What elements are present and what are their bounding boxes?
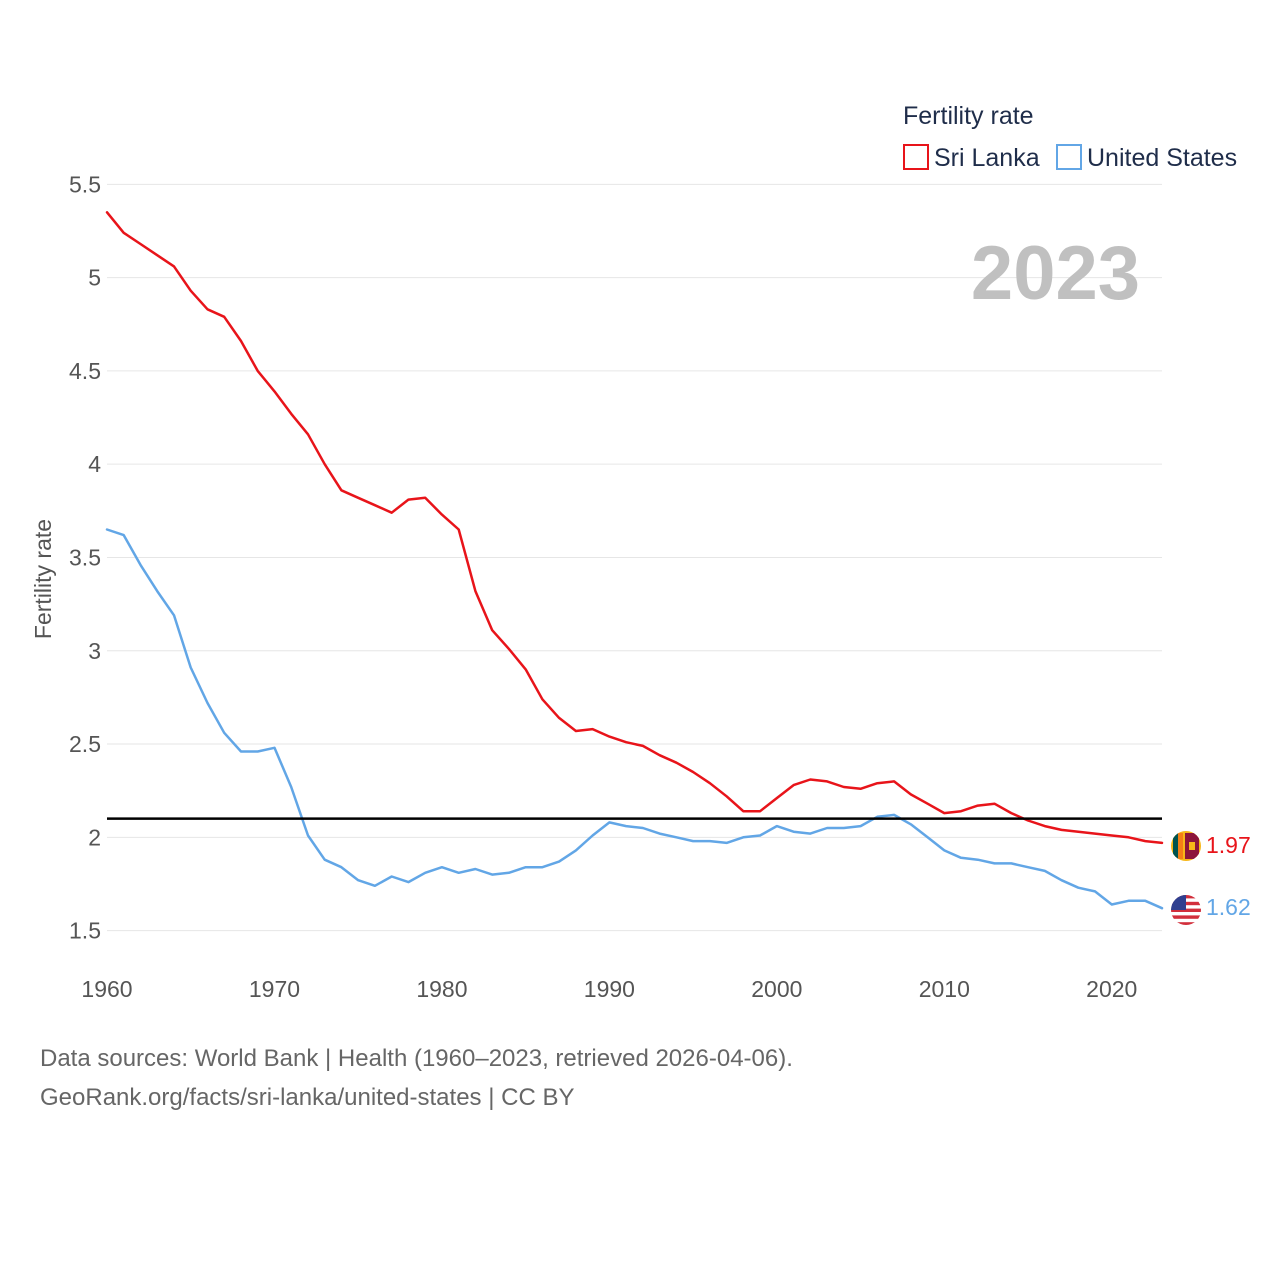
y-tick-label-6: 4.5 [69,358,101,384]
legend: Fertility rate Sri Lanka United States [903,102,1237,172]
legend-item-sri-lanka[interactable]: Sri Lanka [903,144,1040,172]
x-tick-label-1: 1970 [249,976,300,1002]
end-label-united-states: 1.62 [1206,894,1251,920]
year-label: 2023 [971,231,1140,316]
legend-item-united-states[interactable]: United States [1056,144,1237,172]
y-tick-label-4: 3.5 [69,544,101,570]
x-tick-label-2: 1980 [416,976,467,1002]
y-tick-label-5: 4 [88,451,101,477]
end-label-sri-lanka: 1.97 [1206,832,1251,858]
y-tick-label-8: 5.5 [69,171,101,197]
legend-title: Fertility rate [903,102,1034,130]
x-tick-label-6: 2020 [1086,976,1137,1002]
source-line-1: Data sources: World Bank | Health (1960–… [40,1045,793,1072]
x-tick-label-5: 2010 [919,976,970,1002]
sri-lanka-flag-icon [1171,831,1201,861]
legend-label-sri-lanka: Sri Lanka [934,144,1040,172]
legend-swatch-sri-lanka [903,144,929,170]
series-line-sri-lanka[interactable] [105,211,1164,845]
y-tick-label-2: 2.5 [69,731,101,757]
x-tick-label-3: 1990 [584,976,635,1002]
y-tick-label-3: 3 [88,638,101,664]
series-lines [105,211,1164,910]
y-axis-title: Fertility rate [30,519,56,639]
y-axis-ticks: 1.5 2 2.5 3 3.5 4 4.5 5 5.5 [69,171,101,943]
legend-label-united-states: United States [1087,144,1237,172]
y-tick-label-7: 5 [88,265,101,291]
y-tick-label-1: 2 [88,824,101,850]
x-tick-label-4: 2000 [751,976,802,1002]
united-states-flag-icon [1171,895,1201,925]
series-line-united-states[interactable] [105,528,1164,910]
legend-swatch-united-states [1056,144,1082,170]
x-tick-label-0: 1960 [81,976,132,1002]
x-axis-ticks: 1960 1970 1980 1990 2000 2010 2020 [81,976,1137,1002]
source-line-2[interactable]: GeoRank.org/facts/sri-lanka/united-state… [40,1084,575,1111]
y-tick-label-0: 1.5 [69,918,101,944]
gridlines [107,183,1162,932]
